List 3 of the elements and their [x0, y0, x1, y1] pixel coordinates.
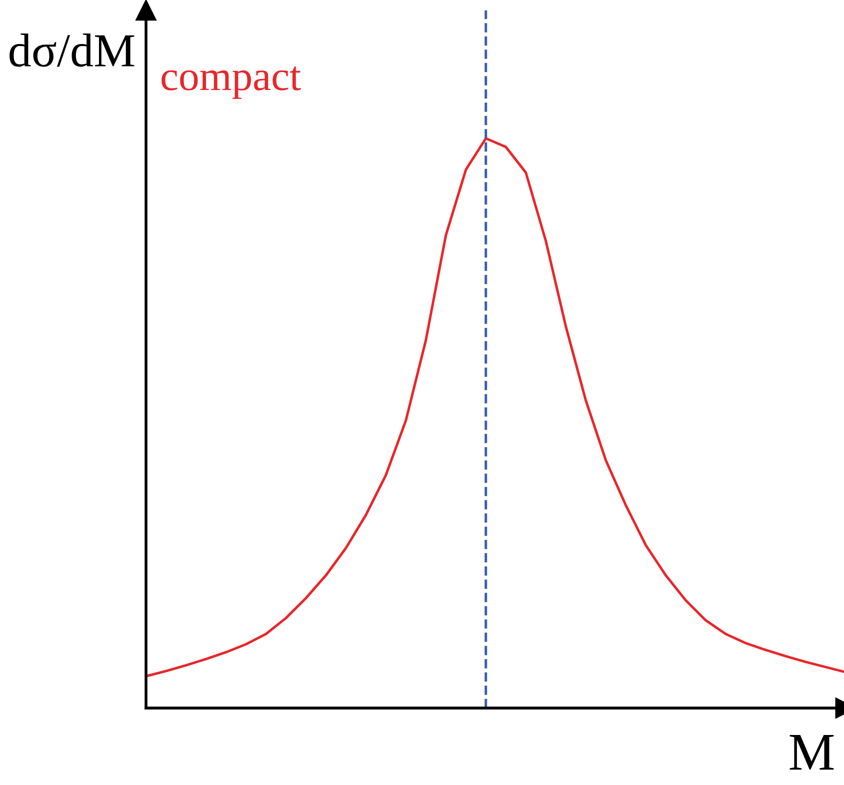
x-axis-title: M [790, 735, 834, 770]
text: compact [162, 66, 301, 99]
y-axis-title: dσ/dM [10, 34, 134, 67]
